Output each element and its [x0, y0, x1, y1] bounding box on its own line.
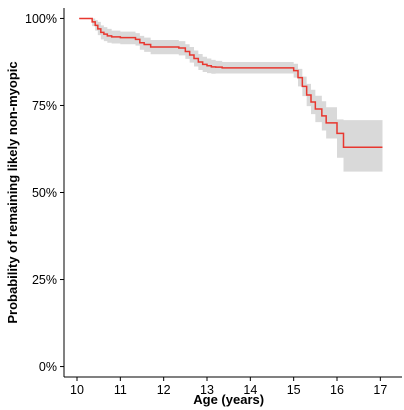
x-tick-label: 12	[157, 383, 171, 397]
y-tick-label: 50%	[32, 186, 57, 200]
x-tick-label: 10	[70, 383, 84, 397]
y-axis-title: Probability of remaining likely non-myop…	[5, 61, 20, 323]
x-axis-title: Age (years)	[193, 392, 264, 407]
x-tick-label: 13	[200, 383, 214, 397]
confidence-band	[79, 18, 383, 172]
survival-curve-line	[79, 17, 383, 148]
plot-area	[79, 17, 383, 172]
x-tick-label: 11	[114, 383, 127, 397]
y-tick-label: 75%	[32, 99, 57, 113]
y-tick-label: 100%	[25, 12, 57, 26]
y-tick-label: 0%	[39, 360, 57, 374]
x-tick-label: 15	[287, 383, 301, 397]
y-tick-label: 25%	[32, 273, 57, 287]
x-axis-ticks: 10 11 12 13 14 15 16 17	[70, 377, 387, 397]
y-axis-ticks: 0% 25% 50% 75% 100%	[25, 12, 64, 374]
x-tick-label: 16	[330, 383, 344, 397]
x-tick-label: 14	[243, 383, 257, 397]
x-tick-label: 17	[373, 383, 387, 397]
